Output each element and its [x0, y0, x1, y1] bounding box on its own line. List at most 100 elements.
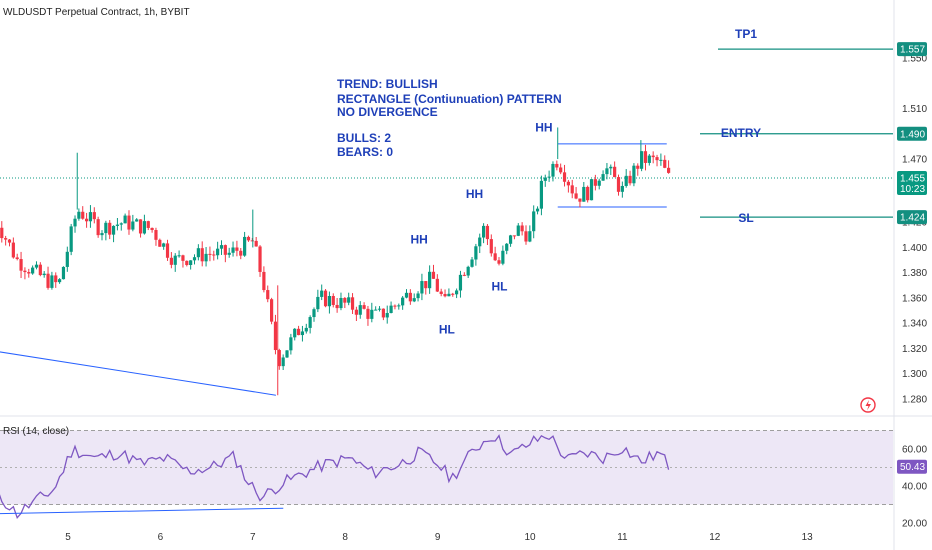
candle-body: [559, 167, 563, 173]
rsi-tick-label: 40.00: [902, 482, 927, 493]
candle-body: [54, 275, 58, 283]
candle-body: [320, 290, 324, 297]
candle-body: [69, 226, 73, 252]
candle-body: [574, 193, 578, 199]
rsi-tick-label: 60.00: [902, 445, 927, 456]
swing-label-hh: HH: [410, 233, 427, 247]
swing-label-hh: HH: [466, 187, 483, 201]
candle-body: [524, 231, 528, 242]
candle-body: [512, 235, 517, 237]
candle-body: [296, 328, 301, 336]
rsi-line: [0, 434, 670, 519]
candle-body: [343, 297, 347, 303]
candle-body: [127, 215, 131, 230]
candle-body: [404, 292, 409, 298]
time-tick-label: 8: [342, 532, 348, 543]
candle-body: [269, 299, 274, 322]
level-badge-text: 1.424: [900, 213, 925, 224]
candle-body: [258, 246, 262, 272]
candle-body: [293, 328, 297, 338]
candle-body: [643, 151, 648, 163]
candle-body: [620, 185, 624, 192]
candle-body: [516, 225, 520, 236]
note-trend: TREND: BULLISH: [337, 77, 438, 91]
candle-body: [428, 271, 432, 289]
candle-body: [81, 211, 85, 219]
candle-body: [582, 186, 586, 202]
candle-body: [104, 222, 108, 234]
candle-body: [539, 180, 544, 209]
candle-body: [7, 239, 12, 243]
candle-body: [651, 155, 655, 158]
candle-body: [632, 165, 636, 184]
time-tick-label: 11: [617, 532, 628, 543]
candle-body: [424, 281, 428, 289]
level-label-sl: SL: [738, 211, 753, 225]
candle-body: [335, 304, 339, 309]
candle-body: [551, 163, 555, 177]
candle-body: [92, 212, 96, 220]
current-price-text: 1.455: [900, 173, 925, 184]
candle-body: [246, 236, 251, 241]
candle-body: [88, 212, 93, 222]
candle-body: [374, 309, 378, 311]
candle-body: [38, 264, 42, 276]
candle-body: [123, 215, 127, 224]
candle-body: [578, 198, 582, 202]
candle-body: [659, 159, 663, 161]
candle-body: [535, 208, 540, 212]
time-tick-label: 12: [709, 532, 721, 543]
price-tick-label: 1.380: [902, 268, 927, 279]
swing-label-hh: HH: [535, 120, 552, 134]
candle-body: [162, 243, 166, 247]
candle-body: [208, 253, 212, 255]
rsi-tick-label: 20.00: [902, 519, 927, 530]
rsi-trendline[interactable]: [0, 507, 284, 515]
candle-body: [50, 275, 54, 288]
price-trendline[interactable]: [0, 351, 276, 396]
level-badge-sl: [897, 210, 927, 225]
price-tick-label: 1.400: [902, 243, 927, 254]
candle-body: [609, 166, 613, 169]
candle-body: [431, 271, 436, 279]
candle-body: [11, 242, 15, 258]
level-badge-entry: [897, 126, 927, 141]
candle-body: [377, 308, 382, 310]
candle-body: [381, 308, 385, 318]
candle-body: [593, 179, 597, 186]
current-price-badge: [897, 170, 927, 195]
candle-body: [331, 296, 335, 305]
candle-body: [115, 224, 120, 226]
candle-body: [138, 219, 143, 234]
candle-body: [497, 260, 501, 264]
candle-body: [73, 218, 77, 227]
lightning-icon[interactable]: [860, 397, 876, 413]
candle-body: [362, 305, 366, 309]
candle-body: [616, 177, 621, 192]
candle-body: [439, 291, 443, 294]
level-badge-tp1: [897, 42, 927, 57]
price-tick-label: 1.360: [902, 293, 927, 304]
candle-body: [15, 257, 19, 260]
candle-body: [58, 279, 62, 283]
candle-body: [636, 165, 640, 169]
candle-body: [485, 225, 490, 240]
candle-body: [505, 243, 509, 251]
candle-body: [239, 250, 243, 256]
rsi-value-badge: [897, 459, 927, 474]
candle-body: [481, 225, 486, 238]
candle-body: [181, 255, 185, 261]
candle-body: [4, 238, 8, 240]
candle-body: [420, 281, 424, 294]
candle-body: [478, 237, 482, 247]
candle-body: [173, 255, 177, 265]
candle-body: [339, 297, 343, 309]
candle-body: [262, 271, 266, 291]
candle-body: [393, 305, 397, 307]
price-tick-label: 1.320: [902, 344, 927, 355]
candle-body: [108, 222, 112, 235]
note-bears: BEARS: 0: [337, 145, 393, 159]
candle-body: [493, 253, 497, 261]
candle-body: [397, 305, 401, 307]
